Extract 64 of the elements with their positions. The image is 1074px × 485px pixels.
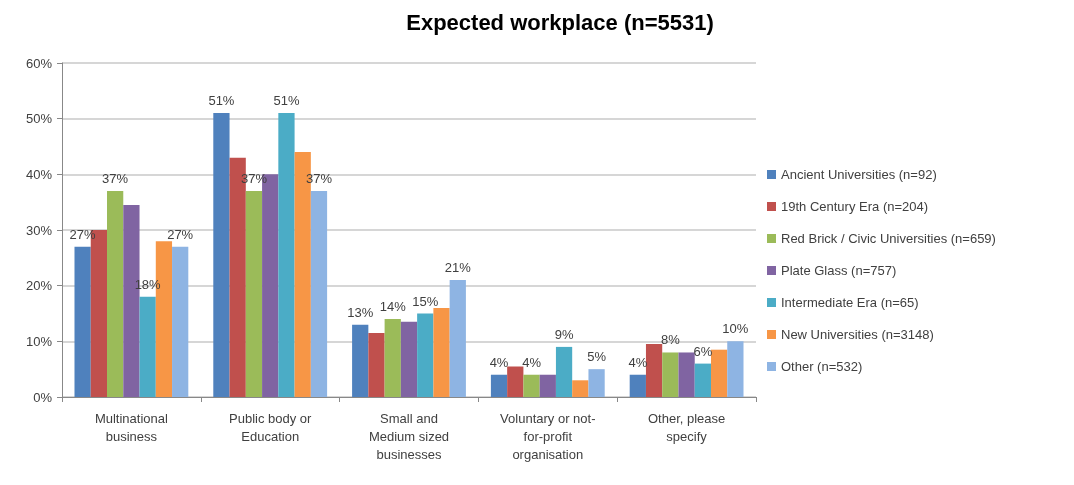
data-label: 9% (554, 326, 574, 342)
bar (172, 246, 189, 397)
bar (245, 191, 263, 397)
chart-title: Expected workplace (n=5531) (406, 9, 714, 35)
bar (433, 307, 450, 397)
legend-label: Ancient Universities (n=92) (781, 167, 937, 182)
bar (107, 191, 124, 397)
legend-label: Intermediate Era (n=65) (781, 295, 919, 310)
bar (694, 363, 711, 397)
x-tick-label: Other, please specify (647, 410, 726, 444)
x-tick-label: Small and Medium sized businesses (368, 410, 450, 462)
bar (710, 349, 728, 397)
bar (74, 246, 91, 397)
data-label: 4% (522, 354, 542, 370)
data-label: 21% (444, 260, 472, 276)
y-tick-label: 40% (25, 166, 53, 182)
y-tick-label: 50% (25, 111, 53, 127)
bar (523, 374, 540, 397)
legend-label: New Universities (n=3148) (781, 327, 934, 342)
bar (139, 296, 156, 397)
legend-label: Other (n=532) (781, 359, 863, 374)
x-tick-label: Multinational business (94, 410, 168, 444)
bar (555, 346, 573, 397)
bar (490, 374, 508, 397)
x-tick-label: Voluntary or not-for-profit organisation (500, 410, 596, 462)
data-label: 13% (347, 304, 374, 320)
data-label: 51% (208, 93, 235, 109)
bar (310, 191, 328, 397)
bar (213, 113, 230, 397)
data-label: 51% (273, 93, 300, 109)
legend-label: Plate Glass (n=757) (781, 263, 897, 278)
data-label: 6% (693, 343, 713, 359)
bar (678, 352, 695, 397)
bar (417, 313, 434, 397)
bar (629, 374, 646, 397)
data-label: 4% (489, 354, 509, 370)
bar (507, 366, 524, 397)
bar (278, 113, 295, 397)
data-label: 8% (660, 332, 681, 348)
legend-label: 19th Century Era (n=204) (781, 199, 929, 214)
bar (539, 374, 556, 397)
y-tick-label: 60% (25, 55, 53, 71)
bar (368, 332, 385, 397)
data-label: 10% (722, 321, 749, 337)
legend-label: Red Brick / Civic Universities (n=659) (781, 231, 996, 246)
bar (662, 352, 679, 397)
data-label: 27% (167, 226, 194, 242)
bar (588, 369, 605, 397)
y-tick-label: 0% (33, 389, 53, 405)
bar (449, 280, 466, 397)
data-label: 37% (102, 171, 129, 187)
data-label: 5% (587, 349, 607, 365)
data-label: 14% (379, 299, 407, 315)
y-tick-label: 20% (25, 278, 53, 294)
bar (352, 324, 369, 397)
y-tick-label: 30% (25, 222, 53, 238)
bar (400, 321, 418, 397)
data-label: 15% (412, 293, 439, 309)
x-tick-label: Public body or Education (229, 410, 313, 444)
y-tick-label: 10% (25, 333, 53, 349)
bar (572, 380, 589, 397)
bar (727, 341, 744, 397)
bar (384, 319, 401, 397)
bar (645, 344, 663, 397)
